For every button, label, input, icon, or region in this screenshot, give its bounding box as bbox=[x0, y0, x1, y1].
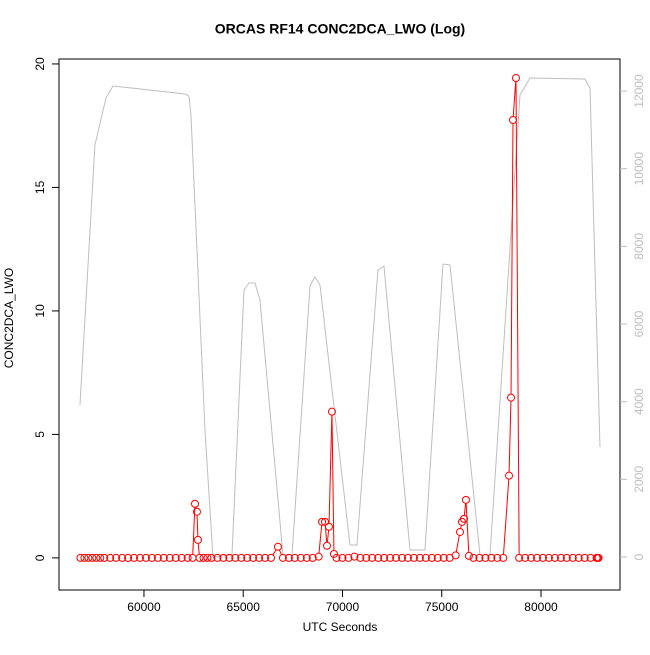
series-segment bbox=[511, 124, 513, 395]
data-point bbox=[506, 472, 513, 479]
series-segment bbox=[198, 543, 199, 554]
data-point bbox=[191, 500, 198, 507]
series-segment bbox=[273, 550, 276, 555]
y-tick-label: 15 bbox=[33, 180, 47, 194]
y2-tick-label: 2000 bbox=[632, 466, 646, 493]
data-point bbox=[465, 552, 472, 559]
data-point bbox=[510, 117, 517, 124]
series-segment bbox=[516, 82, 519, 555]
y-tick-label: 10 bbox=[33, 304, 47, 318]
data-point bbox=[194, 536, 201, 543]
data-point bbox=[325, 523, 332, 530]
series-segment bbox=[332, 415, 334, 550]
series-segment bbox=[319, 525, 322, 553]
data-point bbox=[512, 75, 519, 82]
data-point bbox=[452, 552, 459, 559]
y-tick-label: 0 bbox=[33, 554, 47, 561]
y2-tick-label: 10000 bbox=[632, 152, 646, 186]
series-segment bbox=[509, 401, 511, 472]
series-segment bbox=[456, 535, 459, 552]
y2-tick-label: 0 bbox=[632, 553, 646, 560]
y2-tick-label: 8000 bbox=[632, 233, 646, 260]
data-point bbox=[323, 542, 330, 549]
series-segment bbox=[329, 415, 332, 523]
plot-frame bbox=[59, 59, 620, 590]
data-point bbox=[189, 554, 196, 561]
y2-tick-label: 12000 bbox=[632, 74, 646, 108]
series-segment bbox=[466, 503, 469, 552]
y-tick-label: 20 bbox=[33, 57, 47, 71]
x-tick-label: 65000 bbox=[227, 600, 261, 614]
x-tick-label: 75000 bbox=[425, 600, 459, 614]
x-tick-label: 60000 bbox=[127, 600, 161, 614]
series-segment bbox=[504, 479, 509, 554]
y-tick-label: 5 bbox=[33, 431, 47, 438]
x-tick-label: 80000 bbox=[524, 600, 558, 614]
chart-title: ORCAS RF14 CONC2DCA_LWO (Log) bbox=[215, 21, 465, 37]
y2-tick-label: 6000 bbox=[632, 310, 646, 337]
series-segment bbox=[279, 550, 281, 555]
y-axis-label: CONC2DCA_LWO bbox=[2, 268, 16, 368]
series-segment bbox=[464, 503, 465, 515]
y2-tick-label: 4000 bbox=[632, 388, 646, 415]
data-point bbox=[462, 496, 469, 503]
data-point bbox=[274, 543, 281, 550]
series-segment bbox=[513, 82, 515, 117]
data-point bbox=[508, 394, 515, 401]
series-line bbox=[80, 78, 600, 557]
series-segment bbox=[197, 515, 198, 536]
x-axis-label: UTC Seconds bbox=[303, 620, 378, 634]
data-point bbox=[456, 528, 463, 535]
series-segment bbox=[327, 530, 328, 542]
x-tick-label: 70000 bbox=[326, 600, 360, 614]
